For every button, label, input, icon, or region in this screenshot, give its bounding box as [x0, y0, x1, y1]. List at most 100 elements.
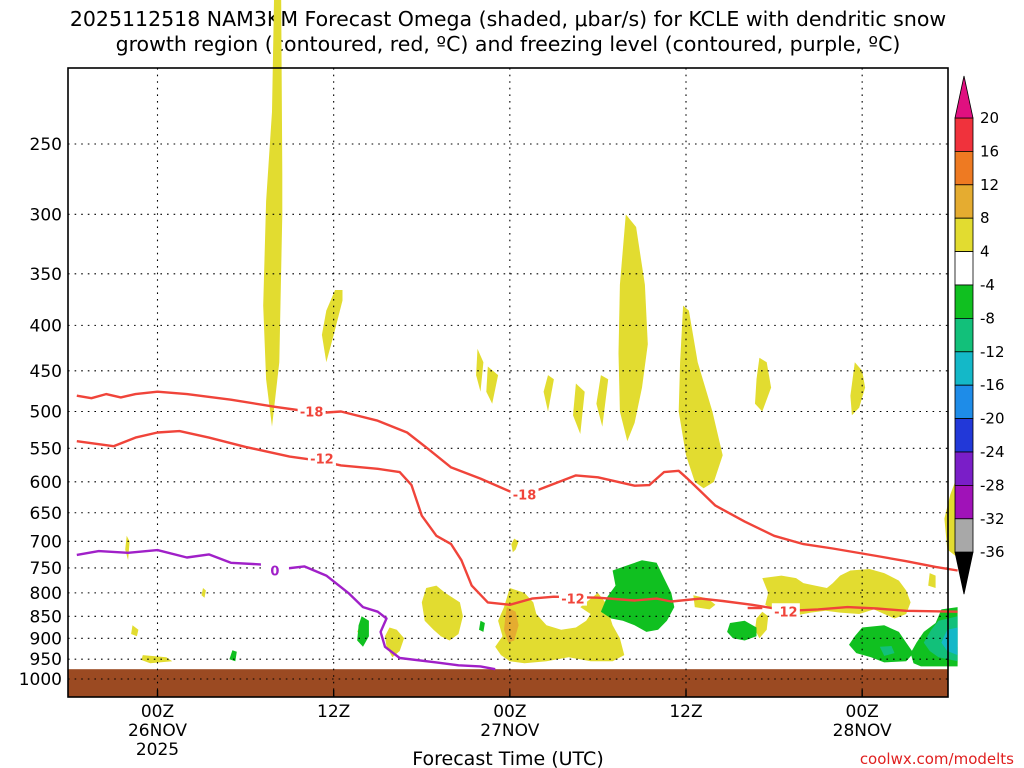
y-tick-label: 450 [30, 362, 62, 382]
colorbar-band [954, 150, 974, 186]
colorbar-tick-label: -24 [980, 443, 1005, 461]
colorbar-top-arrow [954, 75, 974, 119]
x-tick-label: 00Z [141, 702, 174, 722]
contour-label: -12 [774, 605, 798, 620]
colorbar-band [954, 284, 974, 319]
contour-label-bg [510, 486, 539, 502]
colorbar-band [954, 384, 974, 420]
x-tick-label: 00Z [846, 702, 879, 722]
omega-region [755, 611, 769, 639]
colorbar-band [954, 117, 974, 152]
omega-region [131, 625, 139, 637]
omega-region [618, 214, 648, 442]
omega-region [141, 655, 173, 664]
omega-region [543, 375, 554, 412]
colorbar-tick-label: -8 [980, 309, 995, 327]
contour-label: 0 [270, 565, 279, 580]
omega-region [693, 595, 716, 610]
y-tick-label: 800 [30, 584, 62, 604]
omega-region [479, 620, 485, 632]
y-tick-label: 1000 [19, 670, 62, 690]
omega-region [476, 348, 484, 392]
x-tick-label: 12Z [317, 702, 350, 722]
y-tick-label: 300 [30, 205, 62, 225]
credit-text: coolwx.com/modelts [860, 750, 1014, 768]
colorbar-tick-label: 16 [980, 142, 999, 160]
colorbar-tick-label: -20 [980, 410, 1005, 428]
y-tick-label: 850 [30, 607, 62, 627]
contour-label-bg [307, 450, 336, 466]
colorbar-band [954, 251, 974, 286]
omega-region [600, 560, 675, 632]
omega-region [486, 366, 499, 404]
y-tick-label: 350 [30, 265, 62, 285]
colorbar-tick-label: -28 [980, 476, 1005, 494]
temperature-contours [76, 390, 958, 671]
colorbar-band [954, 184, 974, 219]
title-block: 2025112518 NAM3KM Forecast Omega (shaded… [70, 7, 946, 56]
contour-label: -12 [561, 593, 585, 608]
omega-region [125, 535, 130, 561]
x-tick-label: 27NOV [480, 721, 539, 741]
contour-label: -12 [310, 453, 334, 468]
plot-frame [67, 67, 949, 698]
colorbar-tick-label: 20 [980, 109, 999, 127]
colorbar-tick-label: -16 [980, 376, 1005, 394]
y-tick-label: 250 [30, 135, 62, 155]
omega-region [573, 383, 585, 434]
y-tick-label: 650 [30, 504, 62, 524]
omega-region [504, 607, 519, 643]
pressure-gridlines [68, 68, 948, 697]
x-tick-label: 26NOV [128, 721, 187, 741]
omega-shading [125, 0, 958, 667]
omega-region [879, 646, 895, 656]
contour-label-bg [260, 562, 289, 578]
y-tick-label: 950 [30, 650, 62, 670]
omega-region [928, 573, 936, 588]
colorbar-band [954, 351, 974, 386]
contour--12 [76, 429, 958, 613]
colorbar-tick-label: -4 [980, 276, 995, 294]
omega-region [495, 588, 625, 664]
colorbar-tick-label: -32 [980, 510, 1005, 528]
colorbar-band [954, 451, 974, 486]
omega-region [850, 362, 866, 416]
omega-region [229, 650, 237, 662]
y-tick-label: 900 [30, 629, 62, 649]
contour-labels: -18 -18 -12 -12 -12 0 [260, 403, 800, 620]
ground-fill [68, 669, 948, 697]
omega-region [321, 290, 343, 363]
omega-region [755, 357, 772, 412]
y-tick-label: 700 [30, 532, 62, 552]
y-tick-label: 550 [30, 439, 62, 459]
omega-region [263, 0, 283, 427]
omega-region [511, 538, 519, 553]
colorbar-band [954, 418, 974, 453]
omega-region [727, 620, 757, 641]
colorbar: 20 16 12 8 4 -4 -8 -12 -16 -20 -24 -28 -32 -36 [954, 75, 1005, 595]
colorbar-tick-label: -36 [980, 543, 1005, 561]
y-axis-ticks: 2503003504004505005506006507007508008509… [19, 135, 62, 690]
omega-region [596, 375, 609, 427]
x-tick-label: 12Z [669, 702, 702, 722]
contour-label: -18 [513, 489, 537, 504]
title-line-1: 2025112518 NAM3KM Forecast Omega (shaded… [70, 7, 946, 31]
colorbar-tick-label: -12 [980, 343, 1005, 361]
x-tick-label: 28NOV [833, 721, 892, 741]
omega-region [678, 305, 723, 489]
colorbar-tick-label: 4 [980, 243, 990, 261]
contour-label: -18 [300, 406, 324, 421]
y-tick-label: 400 [30, 316, 62, 336]
contour-label-bg [297, 403, 326, 419]
y-tick-label: 600 [30, 473, 62, 493]
omega-region [941, 627, 958, 656]
x-tick-label: 2025 [136, 740, 179, 760]
y-tick-label: 500 [30, 403, 62, 423]
omega-region [201, 588, 206, 598]
omega-region [421, 585, 463, 641]
colorbar-bottom-arrow [954, 551, 974, 595]
contour-0 [76, 548, 496, 671]
contour-label-bg [771, 603, 800, 619]
